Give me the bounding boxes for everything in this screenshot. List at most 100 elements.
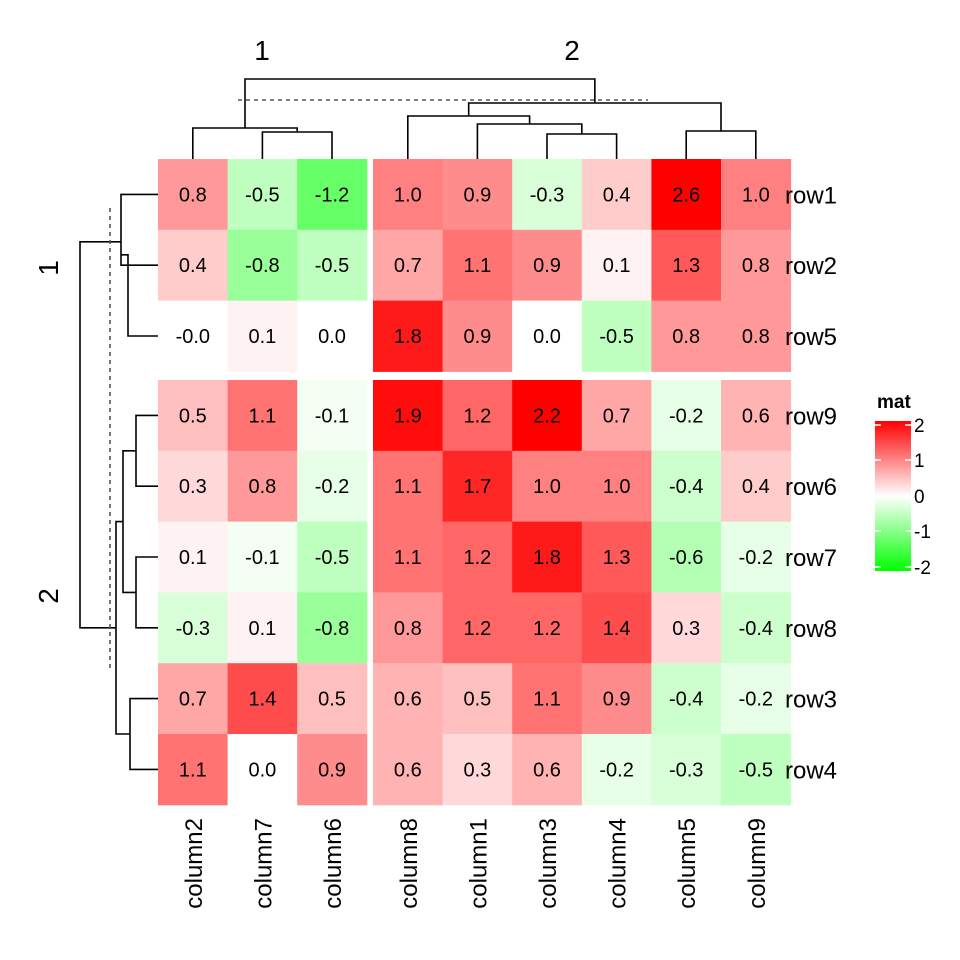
cell-value-label: 0.8 [248,476,276,498]
row-label-row1: row1 [785,182,837,209]
row-label-row6: row6 [785,474,837,501]
cell-value-labels: 0.8 -0.5 -1.2 1.0 0.9 -0.3 0.4 2.6 1.0 0.4 -0.8 -0.… [176,184,773,781]
heatmap-cell-row8-column4 [581,592,652,664]
heatmap-cell-row6-column6 [297,450,368,523]
heatmap-cell-row3-column9 [721,663,792,735]
heatmap-cell-row1-column4 [581,159,652,231]
cell-value-label: 0.4 [179,255,207,277]
heatmap-cell-row3-column3 [512,663,583,735]
heatmap-cell-row9-column3 [512,380,583,452]
dendro-branch [685,130,757,159]
column-label-column3: column3 [535,818,562,909]
heatmap-cell-row1-column1 [442,159,513,231]
cell-value-label: -0.2 [739,547,773,569]
heatmap-cell-row3-column7 [227,663,298,735]
cell-value-label: -1.2 [315,184,349,206]
legend-tick-label: 2 [914,416,925,437]
cell-value-label: 0.1 [603,255,631,277]
cell-value-label: 0.3 [463,759,491,781]
cell-value-label: 0.6 [533,759,561,781]
dendro-branch [135,414,158,487]
cell-value-label: 0.1 [179,547,207,569]
cell-value-label: 2.2 [533,405,561,427]
heatmap-cell-row4-column4 [581,734,652,806]
heatmap-cell-row8-column5 [651,592,722,664]
column-labels: column2 column7 column6 column8 column1 colum… [181,818,771,909]
cell-value-label: -0.4 [669,689,703,711]
cell-value-label: 1.4 [603,618,631,640]
heatmap-cell-row1-column2 [158,159,229,231]
cell-value-label: 1.1 [179,759,207,781]
heatmap-cell-row2-column6 [297,229,368,302]
cell-value-label: 2.6 [672,184,700,206]
heatmap-cell-row3-column4 [581,663,652,735]
heatmap-cell-row6-column4 [581,450,652,523]
cell-value-label: 1.1 [463,255,491,277]
cell-value-label: 1.1 [248,405,276,427]
cell-value-label: 1.1 [394,547,422,569]
cell-value-label: -0.5 [315,255,349,277]
cell-value-label: 0.1 [248,326,276,348]
cell-value-label: -0.4 [739,618,773,640]
cell-value-label: 1.8 [394,326,422,348]
dendro-branch [476,123,583,159]
cell-value-label: 1.2 [463,618,491,640]
heatmap-cell-row5-column2 [158,300,229,372]
cell-value-label: 0.9 [318,759,346,781]
heatmap-cell-row5-column4 [581,300,652,372]
heatmap-cell-row5-column9 [721,300,792,372]
heatmap-cell-row8-column9 [721,592,792,664]
heatmap-cell-row9-column6 [297,380,368,452]
heatmap-cell-row9-column9 [721,380,792,452]
column-label-column5: column5 [674,818,701,909]
heatmap-cell-row1-column7 [227,159,298,231]
heatmap-cell-row4-column3 [512,734,583,806]
cell-value-label: -0.5 [315,547,349,569]
heatmap-cell-row4-column1 [442,734,513,806]
heatmap-cell-row9-column5 [651,380,722,452]
cell-value-label: 0.8 [672,326,700,348]
heatmap-cell-row3-column6 [297,663,368,735]
dendro-branch [244,78,596,128]
heatmap-cell-row6-column3 [512,450,583,523]
dendro-branch [135,556,158,629]
cell-value-label: 0.7 [394,255,422,277]
cell-value-label: 1.2 [463,547,491,569]
heatmap-cell-row9-column7 [227,380,298,452]
column-dendrogram [192,78,757,159]
dendro-branch [261,131,333,159]
cell-value-label: -0.3 [669,759,703,781]
row-label-row4: row4 [785,757,837,784]
heatmap-cell-row2-column4 [581,229,652,302]
cell-value-label: 0.6 [394,759,422,781]
heatmap-cell-row7-column4 [581,521,652,593]
heatmap-cell-row3-column1 [442,663,513,735]
heatmap-cell-row9-column4 [581,380,652,452]
cell-value-label: -0.8 [315,618,349,640]
cell-value-label: -0.2 [315,476,349,498]
heatmap-cell-row8-column3 [512,592,583,664]
cell-value-label: 0.7 [603,405,631,427]
heatmap-cell-row5-column7 [227,300,298,372]
cell-value-label: -0.4 [669,476,703,498]
cell-value-label: 0.4 [742,476,770,498]
dendro-branch [546,133,618,159]
legend-tick-label: -1 [914,522,931,543]
dendro-branch [122,450,136,594]
heatmap-cell-row1-column3 [512,159,583,231]
cell-value-label: 0.0 [318,326,346,348]
cell-value-label: -0.3 [530,184,564,206]
cell-value-label: 1.1 [394,476,422,498]
heatmap-cell-row7-column1 [442,521,513,593]
cell-value-label: 1.9 [394,405,422,427]
cell-value-label: 1.1 [533,689,561,711]
legend-tick-label: 1 [914,451,925,472]
heatmap-cell-row1-column5 [651,159,722,231]
heatmap-cell-row2-column1 [442,229,513,302]
heatmap-cell-row5-column6 [297,300,368,372]
heatmap-cell-row7-column5 [651,521,722,593]
cell-value-label: 0.3 [672,618,700,640]
heatmap-cell-row8-column2 [158,592,229,664]
column-label-column7: column7 [250,818,277,909]
